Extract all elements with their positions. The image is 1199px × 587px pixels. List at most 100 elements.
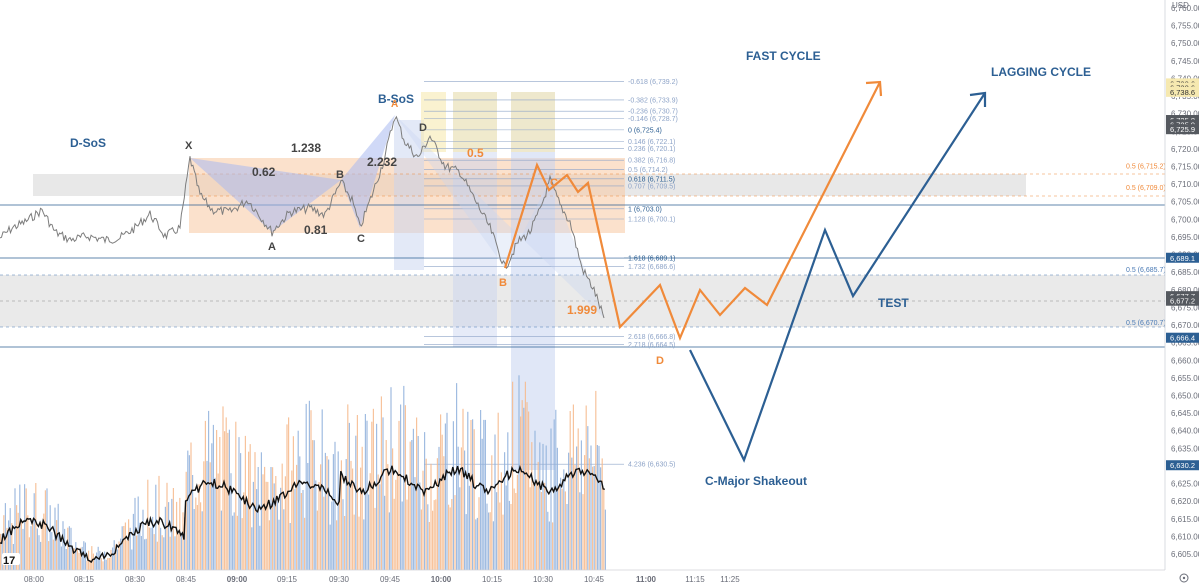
time-tick: 08:30 xyxy=(125,575,146,584)
orange-a-label: A xyxy=(391,99,398,110)
price-tick: 6,705.000 xyxy=(1171,198,1199,207)
price-tag: 6,666.4 xyxy=(1170,334,1195,343)
ratio-1-238: 1.238 xyxy=(291,141,321,155)
price-tick: 6,605.000 xyxy=(1171,550,1199,559)
orange-d-label: D xyxy=(656,355,664,367)
fib-label: 0 (6,725.4) xyxy=(628,127,662,134)
fib-label: -0.618 (6,739.2) xyxy=(628,79,678,86)
price-tags: 6,738.66,738.66,738.66,725.86,725.96,725… xyxy=(1166,78,1199,471)
price-tick: 6,635.000 xyxy=(1171,444,1199,453)
price-tick: 6,710.000 xyxy=(1171,180,1199,189)
price-tick: 6,660.000 xyxy=(1171,356,1199,365)
price-tick: 6,750.000 xyxy=(1171,39,1199,48)
point-d-label: D xyxy=(419,122,427,134)
fib-label: 0.618 (6,711.5) xyxy=(628,176,675,183)
price-tick: 6,655.000 xyxy=(1171,374,1199,383)
price-tick: 6,675.000 xyxy=(1171,303,1199,312)
time-tick: 10:15 xyxy=(482,575,503,584)
tradingview-logo[interactable]: 17 xyxy=(2,553,20,567)
d-sos-label: D-SoS xyxy=(70,136,106,150)
c-major-shakeout-label: C-Major Shakeout xyxy=(705,474,807,488)
zone-label: 0.5 (6,670.7) xyxy=(1126,320,1166,327)
zone-labels: 0.5 (6,715.2) 0.5 (6,709.0) 0.5 (6,685.7) 0… xyxy=(1126,163,1166,327)
fib-label: 0.5 (6,714.2) xyxy=(628,167,668,174)
zone-label: 0.5 (6,709.0) xyxy=(1126,185,1166,192)
time-tick: 10:00 xyxy=(431,575,452,584)
yellow-highlight-2 xyxy=(453,92,497,152)
yellow-highlight-1 xyxy=(421,92,446,152)
price-tag-bg xyxy=(1166,460,1199,471)
fast-cycle-label: FAST CYCLE xyxy=(746,49,821,63)
point-a-label: A xyxy=(268,241,276,253)
time-tick: 11:15 xyxy=(685,575,705,584)
fib-levels: -0.618 (6,739.2) -0.382 (6,733.9) -0.236 (… xyxy=(424,79,678,469)
time-tick: 08:45 xyxy=(176,575,197,584)
fib-label: 0.382 (6,716.8) xyxy=(628,158,675,165)
tv-logo-text: 17 xyxy=(3,555,15,567)
price-tag-bg xyxy=(1166,86,1199,97)
time-tick: 11:25 xyxy=(720,575,740,584)
price-tick: 6,620.000 xyxy=(1171,497,1199,506)
fib-label: 1.128 (6,700.1) xyxy=(628,217,675,224)
projections xyxy=(503,80,987,463)
price-tick: 6,720.000 xyxy=(1171,145,1199,154)
ratio-0-5-orange: 0.5 xyxy=(467,146,484,160)
ratio-0-81: 0.81 xyxy=(304,223,328,237)
price-tag-bg xyxy=(1166,252,1199,263)
price-tick: 6,670.000 xyxy=(1171,321,1199,330)
orange-b-label: B xyxy=(499,277,507,289)
fib-label: 2.618 (6,666.8) xyxy=(628,334,675,341)
yellow-highlight-3 xyxy=(511,92,555,152)
time-tick: 08:15 xyxy=(74,575,95,584)
time-tick: 09:30 xyxy=(329,575,350,584)
time-tick: 09:15 xyxy=(277,575,298,584)
zone-label: 0.5 (6,685.7) xyxy=(1126,267,1166,274)
fib-label: 4.236 (6,630.5) xyxy=(628,462,675,469)
fib-label: -0.382 (6,733.9) xyxy=(628,97,678,104)
price-tag: 6,630.2 xyxy=(1170,461,1195,470)
time-tick: 11:00 xyxy=(636,575,657,584)
fib-label: 1.618 (6,689.1) xyxy=(628,255,675,262)
point-x-label: X xyxy=(185,140,193,152)
fib-label: -0.236 (6,730.7) xyxy=(628,109,678,116)
point-c-label: C xyxy=(357,233,365,245)
fib-label: 0.707 (6,709.5) xyxy=(628,183,675,190)
orange-arrowhead xyxy=(865,80,883,97)
test-label: TEST xyxy=(878,296,909,310)
volume-average-line xyxy=(0,464,605,564)
price-tag: 6,738.6 xyxy=(1170,88,1195,97)
orange-c-label: C xyxy=(550,177,558,189)
ratio-2-232: 2.232 xyxy=(367,155,397,169)
price-tag-bg xyxy=(1166,295,1199,306)
ratio-0-62: 0.62 xyxy=(252,165,276,179)
price-tag: 6,725.9 xyxy=(1170,125,1195,134)
fib-label: 2.718 (6,664.5) xyxy=(628,342,675,349)
price-tick: 6,625.000 xyxy=(1171,480,1199,489)
price-tick-labels: 6,605.000 6,610.000 6,615.000 6,620.000 6,62… xyxy=(1171,4,1199,559)
price-tag-bg xyxy=(1166,124,1199,135)
fib-label: 0.146 (6,722.1) xyxy=(628,139,675,146)
blue-lagging-cycle-path xyxy=(689,92,986,463)
fib-label: 0.236 (6,720.1) xyxy=(628,146,675,153)
ratio-1-999-orange: 1.999 xyxy=(567,303,597,317)
price-tick: 6,640.000 xyxy=(1171,427,1199,436)
time-tick: 09:00 xyxy=(227,575,248,584)
settings-icon[interactable] xyxy=(1179,573,1189,583)
price-tag: 6,689.1 xyxy=(1170,254,1195,263)
price-tick: 6,755.000 xyxy=(1171,22,1199,31)
price-tick: 6,680.000 xyxy=(1171,286,1199,295)
bcd-triangle xyxy=(341,115,395,228)
point-b-label: B xyxy=(336,169,344,181)
price-tick: 6,610.000 xyxy=(1171,532,1199,541)
time-tick: 09:45 xyxy=(380,575,401,584)
price-tick: 6,700.000 xyxy=(1171,215,1199,224)
fib-label: 1 (6,703.0) xyxy=(628,206,662,213)
price-tick: 6,715.000 xyxy=(1171,163,1199,172)
fib-label: -0.146 (6,728.7) xyxy=(628,116,678,123)
price-tick: 6,760.000 xyxy=(1171,4,1199,13)
time-axis[interactable] xyxy=(0,569,1199,587)
price-tick: 6,730.000 xyxy=(1171,110,1199,119)
price-tick: 6,645.000 xyxy=(1171,409,1199,418)
fib-label: 1.732 (6,686.6) xyxy=(628,264,675,271)
